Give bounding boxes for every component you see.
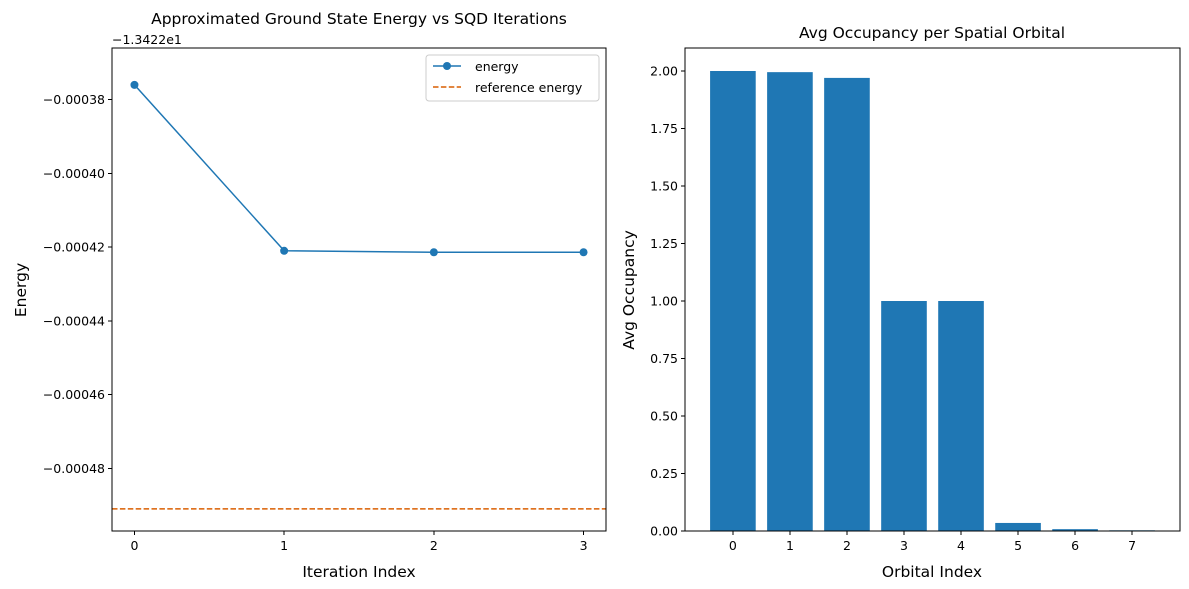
occupancy-x-tick-label: 6 [1071, 538, 1079, 553]
occupancy-y-tick-label: 2.00 [650, 64, 678, 79]
legend-energy-marker [443, 62, 451, 70]
occupancy-x-tick-label: 1 [786, 538, 794, 553]
occupancy-bar [995, 522, 1041, 531]
energy-y-tick-label: −0.00038 [43, 92, 105, 107]
energy-series-line [133, 84, 584, 254]
occupancy-x-tick-label: 3 [900, 538, 908, 553]
occupancy-y-tick-label: 0.75 [650, 351, 678, 366]
occupancy-x-tick-label: 4 [957, 538, 965, 553]
energy-chart: Approximated Ground State Energy vs SQD … [12, 10, 607, 581]
occupancy-x-tick-label: 2 [843, 538, 851, 553]
occupancy-bar [881, 301, 927, 531]
occupancy-x-tick-label: 7 [1128, 538, 1136, 553]
occupancy-x-tick-label: 5 [1014, 538, 1022, 553]
occupancy-bar [938, 301, 984, 531]
legend-energy-label: energy [475, 59, 519, 74]
energy-point [280, 246, 289, 255]
occupancy-y-tick-label: 1.50 [650, 179, 678, 194]
energy-x-tick-label: 0 [130, 538, 138, 553]
occupancy-plot-area: 0 1 2 3 4 5 6 7 0.00 0.25 0.50 0.75 1.00 1.25 1.50 1.75… [650, 64, 1155, 553]
occupancy-y-tick-label: 1.00 [650, 294, 678, 309]
energy-y-tick-label: −0.00048 [43, 461, 105, 476]
energy-y-tick-label: −0.00040 [43, 166, 105, 181]
energy-legend: energy reference energy [425, 54, 600, 102]
occupancy-y-tick-label: 1.75 [650, 121, 678, 136]
energy-x-tick-label: 2 [430, 538, 438, 553]
occupancy-chart-title: Avg Occupancy per Spatial Orbital [799, 24, 1065, 42]
occupancy-bar [824, 77, 870, 532]
occupancy-bar [1052, 529, 1098, 531]
occupancy-plot-frame [684, 47, 1181, 532]
energy-plot-frame [111, 47, 607, 532]
occupancy-y-tick-label: 1.25 [650, 236, 678, 251]
legend-box [425, 54, 600, 102]
occupancy-x-tick-label: 0 [729, 538, 737, 553]
energy-point [579, 248, 588, 257]
occupancy-bar [710, 71, 756, 531]
energy-x-tick-label: 1 [280, 538, 288, 553]
energy-y-offset-label: −1.3422e1 [112, 32, 182, 47]
occupancy-bar [767, 72, 813, 532]
occupancy-chart: Avg Occupancy per Spatial Orbital 0 1 2 3 4 5… [620, 24, 1181, 581]
energy-y-tick-label: −0.00044 [43, 313, 105, 328]
occupancy-x-axis-label: Orbital Index [882, 563, 982, 581]
occupancy-y-axis-label: Avg Occupancy [620, 230, 638, 350]
energy-chart-title: Approximated Ground State Energy vs SQD … [151, 10, 567, 28]
energy-y-axis-label: Energy [12, 263, 30, 317]
energy-x-tick-label: 3 [580, 538, 588, 553]
legend-reference-label: reference energy [475, 80, 583, 95]
occupancy-y-tick-label: 0.50 [650, 409, 678, 424]
energy-point [429, 248, 438, 257]
energy-plot-area: 0 1 2 3 −0.00048 −0.00046 −0.00044 −0.00042 −0.0… [43, 80, 606, 553]
occupancy-y-tick-label: 0.25 [650, 466, 678, 481]
occupancy-y-tick-label: 0.00 [650, 524, 678, 539]
energy-point [130, 80, 139, 89]
energy-x-axis-label: Iteration Index [302, 563, 415, 581]
energy-y-tick-label: −0.00042 [43, 240, 105, 255]
energy-y-tick-label: −0.00046 [43, 387, 105, 402]
